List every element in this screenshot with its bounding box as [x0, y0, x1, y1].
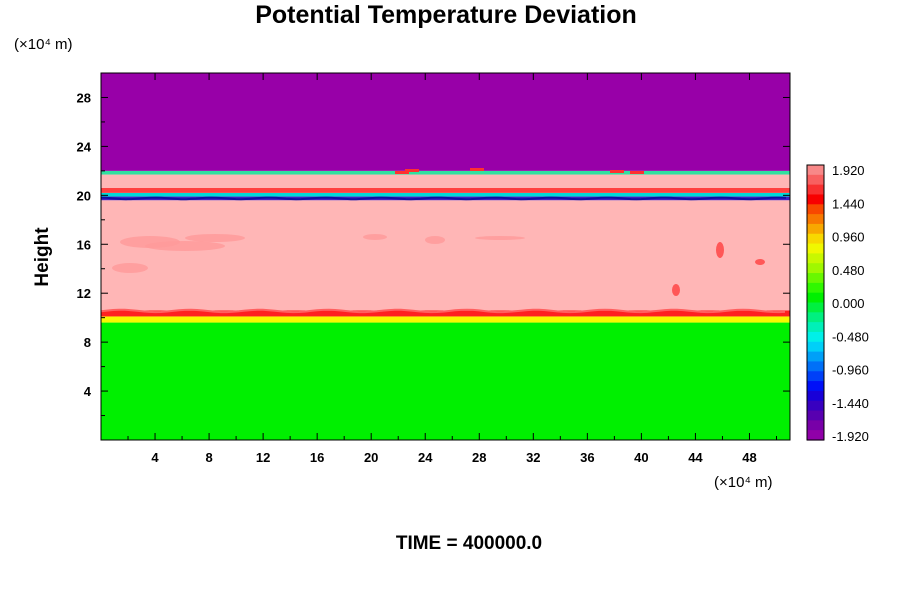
colorbar-swatch	[807, 273, 824, 284]
x-tick-label: 48	[742, 450, 756, 465]
colorbar-swatch	[807, 253, 824, 264]
colorbar-swatch	[807, 410, 824, 421]
colorbar-swatch	[807, 263, 824, 274]
x-tick-label: 16	[310, 450, 324, 465]
boundary-fleck	[470, 168, 484, 171]
y-axis: 4 8 12 16 20 24 28	[77, 90, 790, 417]
colorbar-swatch	[807, 174, 824, 186]
colorbar-swatch	[807, 243, 824, 254]
colorbar-swatch	[807, 282, 824, 294]
chart-title: Potential Temperature Deviation	[255, 1, 637, 29]
colorbar-swatch	[807, 194, 824, 205]
band-5	[101, 192, 790, 197]
pink-patch	[755, 259, 765, 265]
pink-patch	[425, 236, 445, 244]
x-tick-label: 24	[418, 450, 433, 465]
band-9	[101, 73, 790, 171]
colorbar-tick-label: 0.960	[832, 230, 865, 245]
y-axis-label: Height	[32, 227, 53, 287]
band-6	[101, 187, 790, 193]
colorbar-tick-label: 1.440	[832, 196, 865, 211]
band-8	[101, 170, 790, 175]
boundary-fleck	[405, 169, 419, 172]
colorbar-tick-label: 1.920	[832, 163, 865, 178]
x-tick-label: 32	[526, 450, 540, 465]
band-1	[101, 316, 790, 323]
y-tick-label: 8	[84, 335, 91, 350]
pink-patch	[363, 234, 387, 240]
pink-patch	[475, 236, 525, 240]
x-unit-label: (×10⁴ m)	[714, 474, 773, 491]
boundary-fleck	[610, 170, 624, 173]
colorbar-swatch	[807, 420, 824, 431]
colorbar-swatch	[807, 371, 824, 382]
colorbar-swatch	[807, 204, 824, 215]
boundary-fleck	[630, 171, 644, 174]
x-tick-label: 44	[688, 450, 703, 465]
y-tick-label: 16	[77, 237, 91, 252]
colorbar-swatch	[807, 165, 824, 176]
colorbar-swatch	[807, 214, 824, 225]
colorbar-tick-label: -1.440	[832, 396, 869, 411]
colorbar-swatch	[807, 361, 824, 372]
pink-patch	[145, 241, 225, 251]
x-tick-label: 36	[580, 450, 594, 465]
y-tick-label: 28	[77, 90, 91, 105]
pink-patch	[112, 263, 148, 273]
y-unit-label: (×10⁴ m)	[14, 36, 73, 53]
x-tick-label: 40	[634, 450, 648, 465]
colorbar-tick-label: -1.920	[832, 429, 869, 444]
colorbar: 1.920 1.440 0.960 0.480 0.000 -0.480 -0.960 -1.…	[806, 163, 869, 444]
band-2	[101, 310, 790, 317]
colorbar-swatch	[807, 233, 824, 245]
y-tick-label: 4	[84, 384, 92, 399]
pink-patch	[716, 242, 724, 258]
boundary-wave	[100, 308, 786, 314]
colorbar-swatch	[807, 381, 824, 392]
band-0	[101, 322, 790, 440]
x-tick-label: 28	[472, 450, 486, 465]
colorbar-swatch	[807, 430, 824, 441]
colorbar-swatch	[807, 312, 824, 323]
pink-patch	[672, 284, 680, 296]
plot-frame	[100, 72, 791, 441]
plot-features	[100, 168, 787, 314]
y-tick-label: 20	[77, 188, 91, 203]
band-3	[101, 200, 790, 311]
colorbar-tick-label: 0.000	[832, 296, 865, 311]
colorbar-swatch	[807, 223, 824, 235]
band-7	[101, 174, 790, 188]
x-tick-label: 4	[151, 450, 159, 465]
colorbar-swatch	[807, 331, 824, 343]
colorbar-swatch	[807, 390, 824, 402]
boundary-fleck	[395, 171, 409, 174]
x-tick-label: 20	[364, 450, 378, 465]
time-label: TIME = 400000.0	[396, 533, 542, 554]
plot-area	[101, 73, 790, 440]
x-axis: 4 8 12 16 20 24 28 32 36 40 44 48	[127, 73, 777, 465]
boundary-wave-upper	[100, 196, 787, 201]
y-tick-label: 24	[77, 139, 92, 154]
colorbar-swatch	[807, 341, 824, 353]
colorbar-swatch	[807, 400, 824, 412]
pink-patch	[185, 234, 245, 242]
colorbar-tick-label: 0.480	[832, 263, 865, 278]
colorbar-swatch	[807, 292, 824, 304]
x-tick-label: 12	[256, 450, 270, 465]
colorbar-swatch	[807, 184, 824, 196]
colorbar-tick-label: -0.480	[832, 329, 869, 344]
colorbar-tick-label: -0.960	[832, 363, 869, 378]
y-tick-label: 12	[77, 286, 91, 301]
colorbar-frame	[806, 164, 825, 441]
colorbar-swatch	[807, 322, 824, 333]
colorbar-swatch	[807, 351, 824, 363]
colorbar-swatch	[807, 302, 824, 313]
x-tick-label: 8	[205, 450, 212, 465]
